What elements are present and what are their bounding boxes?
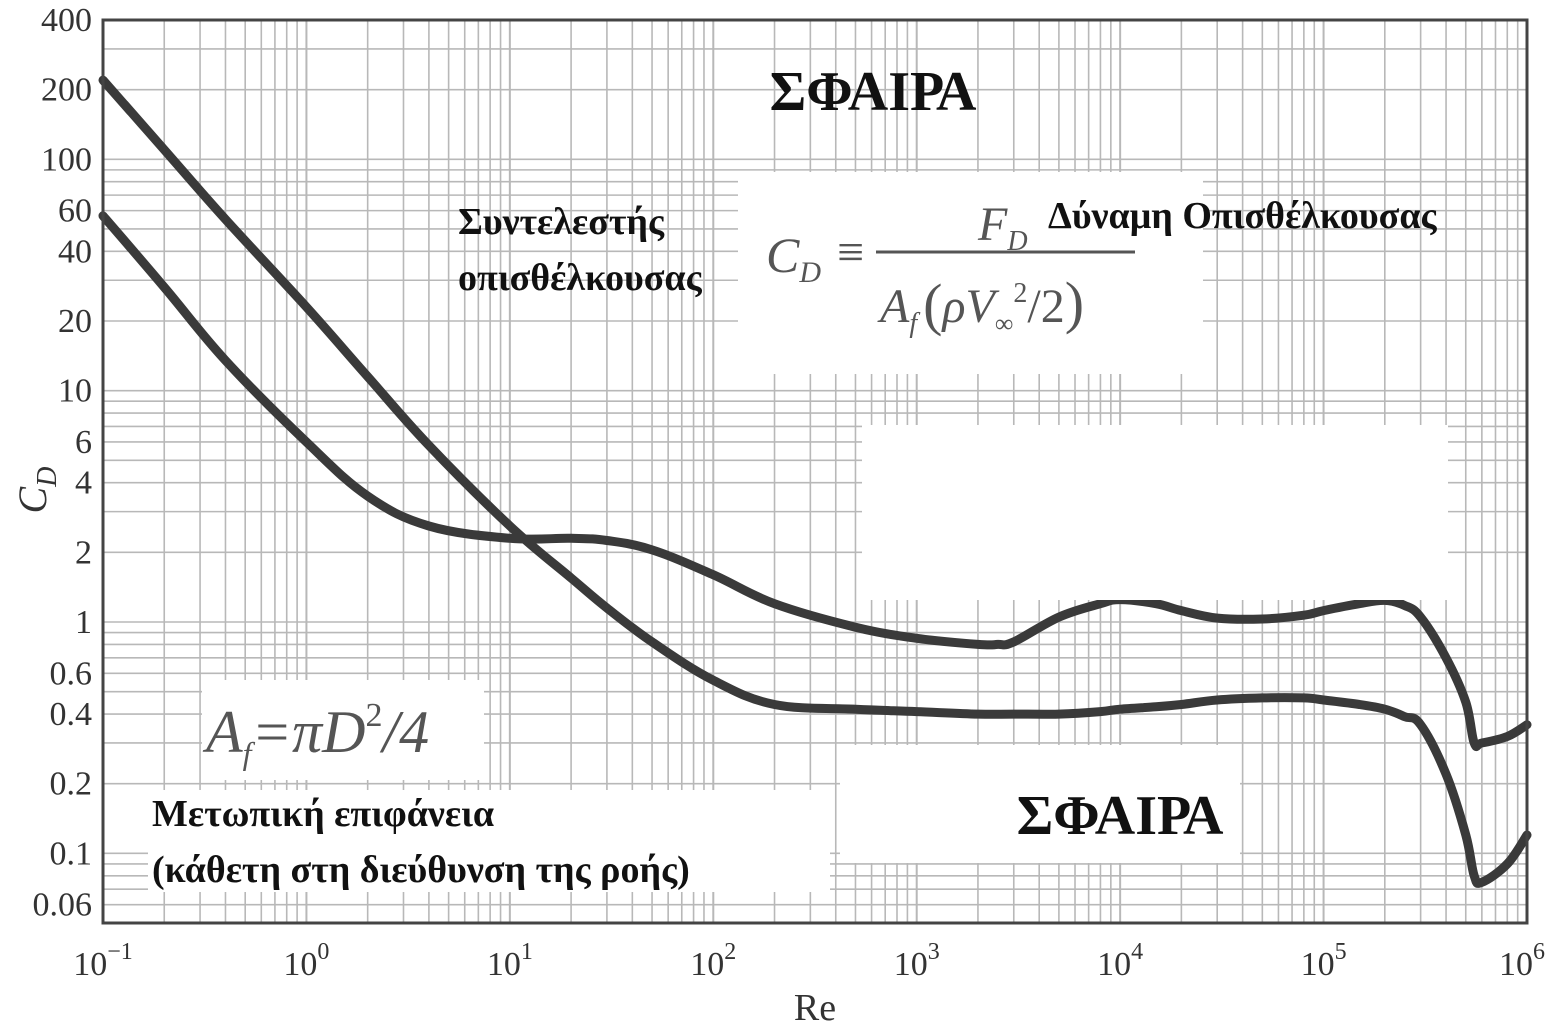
- formula-den-close: ): [1065, 270, 1084, 335]
- x-tick-exponent: 5: [1335, 939, 1347, 965]
- x-tick-label: 101: [487, 939, 533, 983]
- area-eq: =π: [252, 699, 324, 765]
- formula-den-rho: ρ: [940, 280, 965, 333]
- formula-denominator: Af (ρV∞2/2): [877, 270, 1084, 339]
- y-tick-label: 10: [58, 373, 92, 410]
- drag-coefficient-formula: CD ≡ FD Af (ρV∞2/2): [766, 198, 1135, 339]
- formula-numerator: FD: [977, 198, 1028, 257]
- y-tick-label: 200: [41, 72, 92, 109]
- formula-den-v: V: [965, 280, 999, 333]
- y-tick-label: 0.4: [50, 696, 93, 733]
- formula-den-rest: /2: [1027, 280, 1064, 333]
- x-tick-base: 10: [690, 946, 724, 983]
- formula-den-open: (: [923, 272, 942, 337]
- y-axis-title-sub: D: [32, 467, 63, 488]
- formula-cd-sub: D: [798, 256, 821, 289]
- formula-num-main: F: [977, 198, 1008, 251]
- x-tick-base: 10: [1097, 946, 1131, 983]
- y-tick-label: 0.2: [50, 766, 93, 803]
- x-tick-label: 106: [1499, 939, 1545, 983]
- series-line-upper-curve: [98, 75, 1532, 888]
- drag-force-label: Δύναμη Οπισθέλκουσας: [1048, 195, 1438, 237]
- frontal-area-label-line1: Μετωπική επιφάνεια: [152, 793, 494, 835]
- x-tick-exponent: 4: [1131, 939, 1143, 965]
- frontal-area-formula: Af=πD2/4: [202, 697, 429, 771]
- x-axis-title: Re: [794, 987, 836, 1027]
- x-tick-exponent: 2: [724, 939, 736, 965]
- x-tick-exponent: 3: [928, 939, 940, 965]
- curves: [98, 75, 1532, 888]
- formula-cd: CD: [766, 227, 821, 289]
- y-tick-label: 2: [75, 534, 92, 571]
- formula-den-v-sub: ∞: [995, 309, 1014, 338]
- frontal-area-background: [148, 790, 830, 892]
- y-tick-label: 6: [75, 424, 92, 461]
- blank-panel: [862, 425, 1448, 600]
- x-tick-exponent: 0: [317, 939, 329, 965]
- y-tick-label: 4: [75, 465, 92, 502]
- x-tick-labels: 10−1 100 101 102 103 104 105 106: [73, 939, 1545, 983]
- formula-den-a-sub: f: [909, 308, 920, 339]
- area-rest: /4: [379, 699, 429, 765]
- frontal-area-label-line2: (κάθετη στη διεύθυνση της ροής): [152, 849, 690, 891]
- y-tick-label: 20: [58, 303, 92, 340]
- formula-num-sub: D: [1006, 226, 1027, 257]
- y-axis-title-main: C: [10, 485, 55, 513]
- x-tick-base: 10: [894, 946, 928, 983]
- y-tick-label: 40: [58, 233, 92, 270]
- drag-coefficient-label-line2: οπισθέλκουσας: [458, 257, 703, 299]
- x-tick-label: 105: [1301, 939, 1347, 983]
- y-axis-title: CD: [10, 467, 63, 514]
- x-tick-label: 102: [690, 939, 736, 983]
- series-line-lower-curve: [98, 211, 1532, 751]
- area-formula-background: [202, 680, 484, 780]
- area-d: D: [321, 699, 365, 765]
- x-tick-base: 10: [487, 946, 521, 983]
- chart-title: ΣΦΑΙΡΑ: [770, 61, 977, 123]
- y-tick-label: 0.06: [33, 887, 93, 924]
- x-tick-base: 10: [1301, 946, 1335, 983]
- drag-coefficient-label-line1: Συντελεστής: [458, 201, 665, 243]
- plot-frame: [101, 18, 1529, 925]
- formula-equiv: ≡: [837, 226, 864, 279]
- y-tick-label: 1: [75, 604, 92, 641]
- x-tick-exponent: 6: [1533, 939, 1545, 965]
- x-tick-base: 10: [1499, 946, 1533, 983]
- y-tick-label: 0.1: [50, 835, 93, 872]
- formula-background: [738, 172, 1203, 374]
- bottom-title-background: [840, 745, 1240, 863]
- chart-title-bottom: ΣΦΑΙΡΑ: [1017, 785, 1224, 847]
- formula-den-a: A: [877, 280, 910, 333]
- formula-den-v-sup: 2: [1013, 278, 1027, 309]
- x-tick-base: 10: [283, 946, 317, 983]
- x-tick-label: 103: [894, 939, 940, 983]
- y-tick-label: 0.6: [50, 655, 93, 692]
- area-sup: 2: [365, 697, 382, 734]
- y-tick-label: 100: [41, 141, 92, 178]
- x-tick-exponent: −1: [107, 939, 133, 965]
- y-tick-label: 60: [58, 193, 92, 230]
- x-tick-label: 104: [1097, 939, 1143, 983]
- x-tick-label: 100: [283, 939, 329, 983]
- formula-cd-main: C: [766, 227, 800, 283]
- y-tick-label: 400: [41, 2, 92, 39]
- area-a: A: [202, 699, 243, 765]
- x-tick-base: 10: [73, 946, 107, 983]
- x-tick-exponent: 1: [521, 939, 533, 965]
- x-tick-label: 10−1: [73, 939, 133, 983]
